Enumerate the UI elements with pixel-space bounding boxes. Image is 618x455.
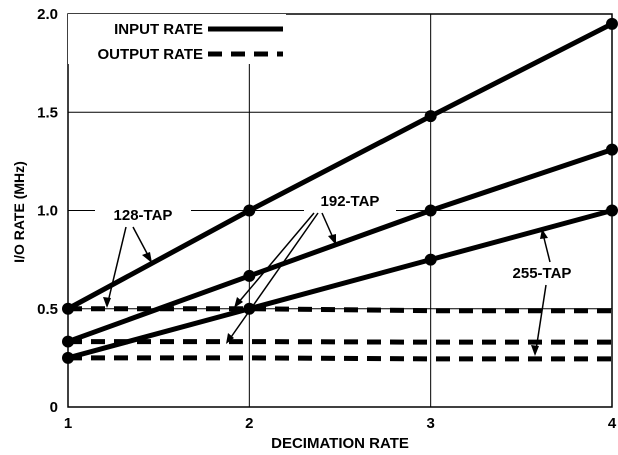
legend: INPUT RATE OUTPUT RATE	[68, 14, 286, 64]
plot-border	[67, 13, 613, 408]
leader-128-to-output	[107, 226, 127, 303]
data-point-128-tap	[424, 110, 437, 123]
tick-labels: 1 2 3 4 0 0.5 1.0 1.5 2.0	[37, 6, 617, 432]
legend-label-output: OUTPUT RATE	[97, 46, 203, 63]
data-point-192-tap	[243, 269, 256, 282]
y-tick-label: 2.0	[37, 6, 58, 23]
leader-192-to-output-2	[237, 212, 315, 304]
y-tick-label: 1.5	[37, 104, 58, 121]
y-tick-label: 1.0	[37, 203, 58, 220]
annotation-bg-128	[95, 204, 191, 226]
data-point-192-tap	[424, 204, 437, 217]
x-tick-label: 3	[426, 415, 434, 432]
arrowhead-255-input	[540, 229, 548, 239]
legend-background	[68, 14, 286, 64]
arrowhead-192-output-2	[234, 297, 243, 308]
x-tick-label: 2	[245, 415, 253, 432]
input-rate-line-128-tap	[66, 21, 614, 311]
arrowhead-128-input	[142, 252, 152, 263]
leader-192-to-output	[228, 212, 319, 341]
input-rate-lines	[66, 21, 614, 361]
leader-255-to-input	[542, 233, 551, 263]
leader-255-to-output	[535, 284, 547, 351]
arrowhead-255-output	[531, 345, 539, 356]
data-point-markers	[62, 17, 618, 364]
annotation-255-tap: 255-TAP	[513, 265, 572, 282]
data-point-255-tap	[424, 253, 437, 266]
annotation-192-tap: 192-TAP	[321, 193, 380, 210]
arrowhead-128-output	[103, 297, 111, 308]
plot-frame	[67, 13, 613, 408]
arrowhead-192-input	[328, 234, 336, 245]
x-tick-label: 4	[608, 415, 617, 432]
legend-label-input: INPUT RATE	[114, 21, 203, 38]
x-tick-label: 1	[64, 415, 72, 432]
data-point-128-tap	[243, 204, 256, 217]
output-rate-line-192-tap	[68, 339, 612, 345]
annotation-bg-255	[496, 262, 588, 284]
input-rate-line-192-tap	[67, 147, 613, 344]
arrowhead-192-output	[226, 333, 234, 344]
x-axis-label: DECIMATION RATE	[271, 435, 409, 452]
y-tick-label: 0	[50, 399, 58, 416]
annotation-bg-192	[304, 190, 396, 212]
annotation-128-tap: 128-TAP	[114, 207, 173, 224]
annotations: 128-TAP 192-TAP 255-TAP	[95, 190, 588, 356]
output-rate-line-255-tap	[68, 355, 612, 362]
y-tick-label: 0.5	[37, 301, 58, 318]
y-axis-label: I/O RATE (MHz)	[11, 161, 27, 263]
input-rate-line-255-tap	[67, 208, 613, 361]
